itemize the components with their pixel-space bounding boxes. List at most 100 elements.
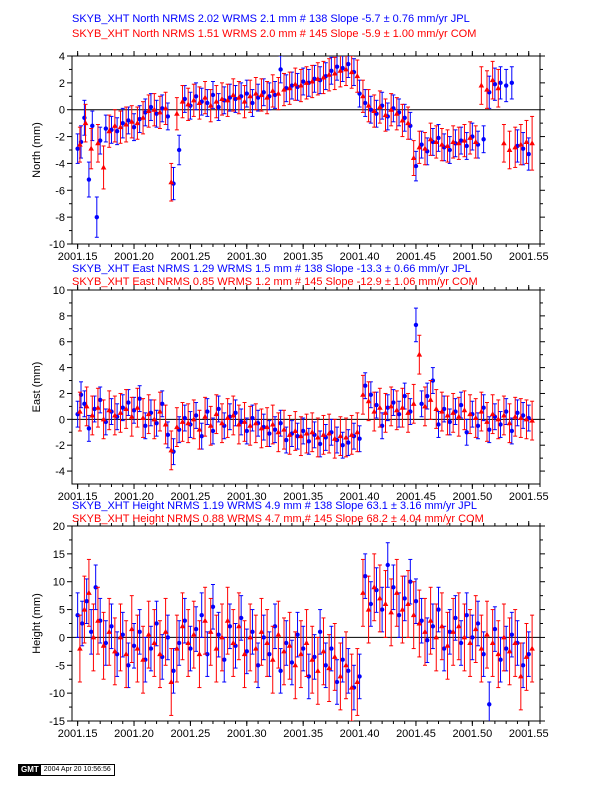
data-point xyxy=(413,599,419,604)
data-point xyxy=(472,138,479,144)
series-jpl xyxy=(75,56,531,238)
data-point xyxy=(137,396,142,401)
data-point xyxy=(188,646,193,651)
data-point xyxy=(506,420,513,426)
data-point xyxy=(413,322,419,328)
data-point xyxy=(413,163,419,169)
x-tick-label: 2001.40 xyxy=(340,251,380,263)
y-tick-label: -2 xyxy=(55,132,65,144)
data-point xyxy=(458,402,464,408)
data-point xyxy=(461,634,468,640)
data-point xyxy=(506,147,513,152)
series-jpl xyxy=(75,542,531,721)
data-point xyxy=(475,621,481,626)
data-point xyxy=(456,413,462,419)
data-point xyxy=(385,562,390,568)
data-point xyxy=(145,108,152,114)
gmt-badge: GMT 2004 Apr 20 10:56:56 xyxy=(18,764,115,776)
series-title-jpl: SKYB_XHT Height NRMS 1.19 WRMS 4.9 mm # … xyxy=(72,500,477,512)
data-point xyxy=(365,398,372,404)
data-point xyxy=(478,645,485,651)
data-point xyxy=(402,393,407,399)
data-point xyxy=(253,645,259,651)
data-point xyxy=(275,90,282,96)
data-point xyxy=(182,96,187,102)
data-point xyxy=(137,629,142,635)
data-point xyxy=(340,65,345,71)
data-point xyxy=(456,140,462,146)
data-point xyxy=(126,400,131,405)
data-point xyxy=(165,635,171,640)
data-point xyxy=(202,413,208,419)
data-point xyxy=(213,98,220,104)
data-point xyxy=(207,102,214,108)
data-point xyxy=(100,164,107,170)
data-point xyxy=(388,106,394,112)
data-point xyxy=(450,628,456,634)
data-point xyxy=(501,634,507,640)
data-point xyxy=(416,144,423,150)
data-point xyxy=(250,100,255,106)
data-point xyxy=(357,436,362,441)
y-tick-label: 5 xyxy=(59,605,65,617)
data-point xyxy=(202,617,208,623)
data-point xyxy=(481,405,486,410)
data-point xyxy=(419,142,424,147)
data-point xyxy=(295,632,300,637)
data-point xyxy=(360,589,366,595)
y-tick-label: -4 xyxy=(55,158,65,170)
data-point xyxy=(162,421,169,427)
data-point xyxy=(340,657,345,662)
data-point xyxy=(498,657,503,662)
data-point xyxy=(303,640,310,645)
data-point xyxy=(126,663,131,668)
data-point xyxy=(523,416,530,422)
data-point xyxy=(360,93,366,99)
data-point xyxy=(281,86,287,92)
data-point xyxy=(92,406,97,412)
data-point xyxy=(182,618,187,623)
data-point xyxy=(120,120,125,126)
data-point xyxy=(131,643,137,648)
data-point xyxy=(255,663,261,668)
data-point xyxy=(346,440,351,445)
data-point xyxy=(244,649,249,654)
data-point xyxy=(227,624,233,629)
x-tick-label: 2001.25 xyxy=(171,728,211,740)
data-point xyxy=(526,651,531,657)
data-point xyxy=(520,146,526,151)
data-point xyxy=(492,82,498,87)
data-point xyxy=(199,612,204,618)
data-point xyxy=(430,378,436,383)
data-point xyxy=(86,177,92,182)
data-point xyxy=(382,601,389,606)
data-point xyxy=(427,136,434,142)
data-point xyxy=(222,657,227,662)
y-tick-label: -15 xyxy=(49,716,65,728)
data-point xyxy=(329,68,334,73)
data-point xyxy=(433,138,440,144)
data-point xyxy=(427,396,434,402)
data-point xyxy=(261,90,266,95)
data-point xyxy=(298,82,304,88)
data-point xyxy=(317,441,323,447)
data-point xyxy=(261,635,266,640)
data-point xyxy=(190,97,197,103)
data-point xyxy=(489,411,496,417)
data-point xyxy=(162,628,169,634)
data-point xyxy=(219,95,225,101)
data-point xyxy=(461,407,468,413)
data-point xyxy=(88,629,94,635)
data-point xyxy=(385,405,390,410)
data-point xyxy=(171,668,176,674)
data-point xyxy=(196,651,203,657)
data-point xyxy=(509,632,515,637)
series-com xyxy=(77,56,535,202)
data-point xyxy=(278,668,283,674)
x-tick-label: 2001.50 xyxy=(452,491,492,503)
y-tick-label: -8 xyxy=(55,212,65,224)
data-point xyxy=(176,640,182,646)
data-point xyxy=(433,405,440,411)
data-point xyxy=(312,654,317,660)
data-point xyxy=(450,138,456,144)
